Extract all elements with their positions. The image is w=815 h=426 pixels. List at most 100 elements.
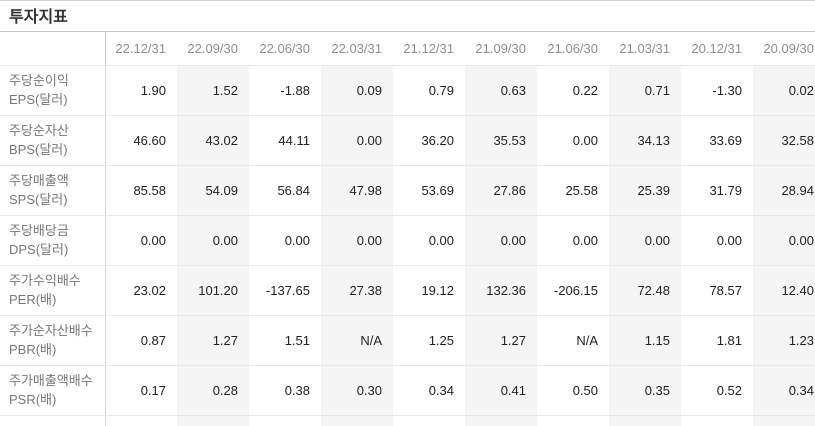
column-header: 20.12/31 <box>681 32 753 66</box>
table-cell: 0.34 <box>753 365 815 416</box>
table-cell: 72.48 <box>609 265 681 316</box>
row-label-abbrev: EPS(달러) <box>9 92 68 107</box>
table-cell: 0.71 <box>609 65 681 116</box>
table-cell: 25.39 <box>609 165 681 216</box>
row-label-abbrev: PSR(배) <box>9 392 57 407</box>
row-label: 주가매출액배수 PSR(배) <box>0 365 106 416</box>
table-cell: 0.22 <box>537 65 609 116</box>
column-header: 21.03/31 <box>609 32 681 66</box>
table-cell <box>249 415 321 426</box>
table-cell: 0.52 <box>681 365 753 416</box>
table-cell <box>105 415 177 426</box>
column-header: 22.06/30 <box>249 32 321 66</box>
table-cell <box>393 415 465 426</box>
table-cell: 0.38 <box>249 365 321 416</box>
row-label-abbrev: SPS(달러) <box>9 192 68 207</box>
table-cell: 34.13 <box>609 115 681 166</box>
table-cell: 32.58 <box>753 115 815 166</box>
table-cell: 31.79 <box>681 165 753 216</box>
column-header: 22.12/31 <box>105 32 177 66</box>
table-cell: -1.88 <box>249 65 321 116</box>
table-cell <box>177 415 249 426</box>
row-label: 주가순자산배수 PBR(배) <box>0 315 106 366</box>
table-cell: 0.00 <box>537 215 609 266</box>
table-cell: -1.30 <box>681 65 753 116</box>
table-row: 주가순자산배수 PBR(배) 0.87 1.27 1.51 N/A 1.25 1.27 N/A 1… <box>0 315 815 366</box>
table-cell: 1.52 <box>177 65 249 116</box>
table-cell: -137.65 <box>249 265 321 316</box>
table-cell: 44.11 <box>249 115 321 166</box>
row-label-abbrev: PBR(배) <box>9 342 57 357</box>
table-cell: 101.20 <box>177 265 249 316</box>
header-row: 22.12/31 22.09/30 22.06/30 22.03/31 21.12/31… <box>0 32 815 66</box>
table-cell: 0.00 <box>681 215 753 266</box>
table-cell: 0.87 <box>105 315 177 366</box>
row-label-abbrev: PER(배) <box>9 292 57 307</box>
row-label-korean: 주가수익배수 <box>9 273 81 288</box>
table-cell: N/A <box>321 315 393 366</box>
section-title: 투자지표 <box>9 9 68 26</box>
table-cell: 47.98 <box>321 165 393 216</box>
table-cell: 1.27 <box>465 315 537 366</box>
row-label-korean: 주당순이익 <box>9 73 69 88</box>
table-cell: 27.38 <box>321 265 393 316</box>
row-label-abbrev: BPS(달러) <box>9 142 68 157</box>
table-cell: 54.09 <box>177 165 249 216</box>
table-cell: N/A <box>537 315 609 366</box>
row-label-korean: 주당매출액 <box>9 173 69 188</box>
indicators-table: 22.12/31 22.09/30 22.06/30 22.03/31 21.12/31… <box>0 32 815 426</box>
table-cell <box>465 415 537 426</box>
table-row: 주가매출액배수 PSR(배) 0.17 0.28 0.38 0.30 0.34 0.41 0.5… <box>0 365 815 416</box>
table-cell: 1.51 <box>249 315 321 366</box>
table-cell: 0.09 <box>321 65 393 116</box>
table-cell: 85.58 <box>105 165 177 216</box>
table-cell: 0.00 <box>105 215 177 266</box>
table-cell: 19.12 <box>393 265 465 316</box>
table-row: 주당배당금 DPS(달러) 0.00 0.00 0.00 0.00 0.00 0.00 0.00… <box>0 215 815 266</box>
row-label: 주당순이익 EPS(달러) <box>0 65 106 116</box>
column-header: 21.12/31 <box>393 32 465 66</box>
table-cell: 43.02 <box>177 115 249 166</box>
table-cell: -206.15 <box>537 265 609 316</box>
table-cell: 28.94 <box>753 165 815 216</box>
table-row-partial <box>0 415 815 426</box>
table-cell <box>681 415 753 426</box>
row-label: 주당배당금 DPS(달러) <box>0 215 106 266</box>
table-cell: 56.84 <box>249 165 321 216</box>
table-cell: 0.63 <box>465 65 537 116</box>
table-cell: 33.69 <box>681 115 753 166</box>
table-cell: 0.50 <box>537 365 609 416</box>
table-cell: 0.00 <box>249 215 321 266</box>
row-label: 주당순자산 BPS(달러) <box>0 115 106 166</box>
table-cell <box>537 415 609 426</box>
row-label: 주당매출액 SPS(달러) <box>0 165 106 216</box>
table-cell: 53.69 <box>393 165 465 216</box>
table-cell: 0.00 <box>465 215 537 266</box>
table-cell: 0.00 <box>753 215 815 266</box>
table-cell: 78.57 <box>681 265 753 316</box>
column-header: 22.09/30 <box>177 32 249 66</box>
table-cell: 23.02 <box>105 265 177 316</box>
table-cell: 46.60 <box>105 115 177 166</box>
table-row: 주당순자산 BPS(달러) 46.60 43.02 44.11 0.00 36.20 35.5… <box>0 115 815 166</box>
table-cell: 0.00 <box>321 215 393 266</box>
table-cell: 1.15 <box>609 315 681 366</box>
table-cell <box>609 415 681 426</box>
table-cell: 35.53 <box>465 115 537 166</box>
table-cell: 0.35 <box>609 365 681 416</box>
table-cell: 0.34 <box>393 365 465 416</box>
column-header: 21.06/30 <box>537 32 609 66</box>
table-cell: 0.02 <box>753 65 815 116</box>
table-cell: 132.36 <box>465 265 537 316</box>
row-label <box>0 415 106 426</box>
column-header: 21.09/30 <box>465 32 537 66</box>
column-header: 20.09/30 <box>753 32 815 66</box>
table-cell: 0.00 <box>537 115 609 166</box>
table-cell: 1.27 <box>177 315 249 366</box>
table-row: 주당순이익 EPS(달러) 1.90 1.52 -1.88 0.09 0.79 0.63 0.2… <box>0 65 815 116</box>
table-cell: 0.28 <box>177 365 249 416</box>
table-cell: 36.20 <box>393 115 465 166</box>
table-cell: 1.90 <box>105 65 177 116</box>
row-label: 주가수익배수 PER(배) <box>0 265 106 316</box>
